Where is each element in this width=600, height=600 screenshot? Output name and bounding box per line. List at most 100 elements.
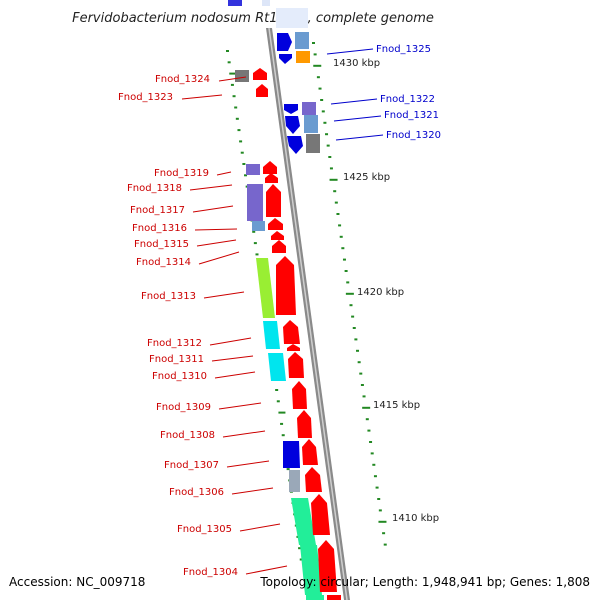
- scale-tick: [313, 53, 317, 56]
- leader-line-fnod-1322: [330, 98, 378, 105]
- scale-tick: [240, 151, 244, 154]
- scale-tick: [323, 121, 327, 124]
- scale-tick: [278, 411, 286, 414]
- gene-label-fnod-1305[interactable]: Fnod_1305: [177, 524, 232, 535]
- leader-line-fnod-1324: [218, 76, 247, 82]
- cog-box-fnod-1324: [235, 70, 249, 82]
- leader-line-fnod-1316: [194, 228, 238, 231]
- light-track-top: [276, 8, 308, 28]
- cog-box-bottom-partial: [306, 595, 324, 600]
- leader-line-fnod-1325: [326, 48, 374, 55]
- plus-strand-genes: [277, 32, 320, 492]
- gene-arrow-fnod-1325: [277, 33, 292, 51]
- gene-label-fnod-1324[interactable]: Fnod_1324: [155, 74, 210, 85]
- accession-text: Accession: NC_009718: [9, 575, 145, 589]
- leader-line-fnod-1308: [222, 430, 266, 438]
- gene-arrow-fnod-1314: [272, 240, 286, 253]
- scale-tick: [318, 87, 322, 90]
- gene-label-fnod-1319[interactable]: Fnod_1319: [154, 168, 209, 179]
- scale-tick: [365, 418, 369, 421]
- scale-tick: [312, 42, 315, 44]
- scale-tick: [286, 468, 290, 471]
- gene-label-fnod-1311[interactable]: Fnod_1311: [149, 354, 204, 365]
- scale-tick: [329, 178, 338, 181]
- gene-label-fnod-1307[interactable]: Fnod_1307: [164, 460, 219, 471]
- leader-line-fnod-1312: [209, 337, 252, 346]
- minus-strand-labels: Fnod_1324 Fnod_1323 Fnod_1319 Fnod_1318 Fnod…: [118, 74, 288, 578]
- cog-box-fnod-1316: [252, 221, 265, 231]
- scale-tick: [351, 315, 355, 318]
- scale-tick: [339, 235, 343, 238]
- scale-tick: [362, 395, 366, 398]
- cog-box-fnod-1317: [247, 184, 263, 221]
- gene-label-fnod-1304[interactable]: Fnod_1304: [183, 567, 238, 578]
- leader-line-fnod-1310: [214, 371, 256, 379]
- gene-arrow-fnod-1320: [287, 136, 303, 154]
- gene-label-fnod-1321[interactable]: Fnod_1321: [384, 110, 439, 121]
- gene-label-fnod-1312[interactable]: Fnod_1312: [147, 338, 202, 349]
- scale-tick: [328, 156, 332, 158]
- leader-line-fnod-1319: [216, 171, 232, 176]
- scale-tick: [252, 230, 256, 233]
- leader-line-fnod-1309: [218, 402, 262, 410]
- gene-arrow-fnod-1304: [318, 540, 337, 592]
- gene-label-fnod-1322[interactable]: Fnod_1322: [380, 94, 435, 105]
- gene-label-fnod-1306[interactable]: Fnod_1306: [169, 487, 224, 498]
- scale-tick: [382, 532, 386, 535]
- scale-tick: [226, 50, 229, 52]
- scale-tick: [362, 406, 371, 409]
- leader-line-fnod-1305: [239, 523, 281, 532]
- scale-tick: [313, 64, 322, 67]
- scale-tick: [229, 72, 237, 75]
- scale-tick: [237, 129, 241, 132]
- gene-label-fnod-1318[interactable]: Fnod_1318: [127, 183, 182, 194]
- gene-label-fnod-1317[interactable]: Fnod_1317: [130, 205, 185, 216]
- scale-tick: [299, 558, 303, 561]
- scale-label-1430: 1430 kbp: [333, 58, 380, 69]
- scale-tick: [378, 520, 387, 523]
- leader-line-fnod-1307: [226, 460, 270, 468]
- gene-label-fnod-1309[interactable]: Fnod_1309: [156, 402, 211, 413]
- gene-box-top-partial: [228, 0, 242, 6]
- map-title: Fervidobacterium nodosum Rt17-B1, comple…: [72, 11, 434, 26]
- scale-tick: [298, 547, 302, 550]
- gene-arrow-fnod-1309: [292, 381, 307, 409]
- scale-tick: [369, 441, 373, 443]
- scale-tick: [320, 99, 324, 101]
- scale-tick: [239, 140, 243, 143]
- scale-tick: [341, 247, 345, 250]
- scale-tick: [354, 338, 358, 341]
- gene-box-bottom-partial: [327, 595, 341, 600]
- gene-label-fnod-1316[interactable]: Fnod_1316: [132, 223, 187, 234]
- scale-tick: [235, 117, 239, 120]
- scale-tick: [370, 452, 374, 455]
- gene-label-fnod-1314[interactable]: Fnod_1314: [136, 257, 191, 268]
- gene-label-fnod-1313[interactable]: Fnod_1313: [141, 291, 196, 302]
- scale-tick: [334, 201, 338, 204]
- scale-tick: [325, 133, 329, 136]
- cog-box-fnod-1322: [302, 102, 316, 115]
- scale-tick: [275, 389, 279, 391]
- gene-label-fnod-1325[interactable]: Fnod_1325: [376, 44, 431, 55]
- gene-label-fnod-1323[interactable]: Fnod_1323: [118, 92, 173, 103]
- gene-label-fnod-1315[interactable]: Fnod_1315: [134, 239, 189, 250]
- scale-tick: [242, 163, 246, 165]
- scale-tick: [276, 400, 280, 403]
- scale-tick: [316, 76, 320, 79]
- gene-arrow-fnod-1310: [288, 352, 304, 378]
- scale-tick: [280, 422, 284, 425]
- gene-label-fnod-1320[interactable]: Fnod_1320: [386, 130, 441, 141]
- gene-label-fnod-1310[interactable]: Fnod_1310: [152, 371, 207, 382]
- gene-arrow-fnod-1325b: [279, 54, 292, 64]
- cog-box-fnod-1304: [300, 545, 322, 595]
- cog-box-fnod-1310: [268, 353, 286, 381]
- leader-line-fnod-1317: [192, 205, 234, 213]
- leader-line-fnod-1323: [181, 94, 223, 100]
- scale-tick: [255, 253, 259, 256]
- minus-strand-genes: [235, 68, 341, 600]
- scale-tick: [234, 106, 238, 109]
- cog-box-fnod-1305: [291, 498, 316, 545]
- gene-label-fnod-1308[interactable]: Fnod_1308: [160, 430, 215, 441]
- gene-arrow-fnod-1324: [253, 68, 267, 80]
- scale-tick: [360, 384, 364, 386]
